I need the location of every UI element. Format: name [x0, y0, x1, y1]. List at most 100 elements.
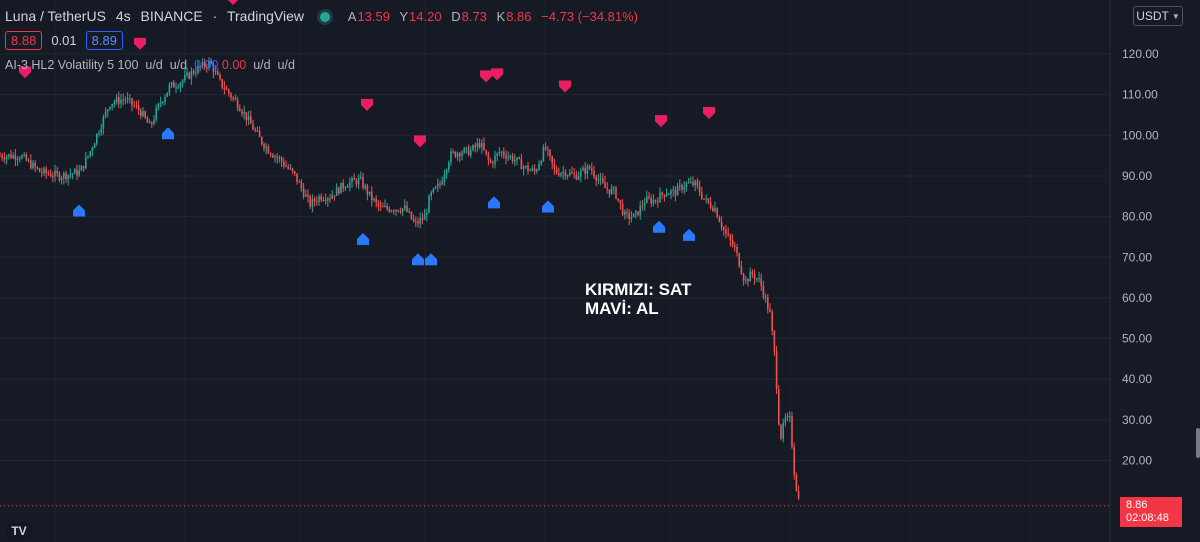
candle-body [142, 111, 144, 117]
candle-body [153, 119, 155, 124]
candle-body [509, 156, 512, 158]
candle-body [173, 82, 175, 88]
candle-body [230, 93, 232, 98]
candle-body [489, 159, 492, 163]
candle-body [8, 154, 10, 157]
candle-body [672, 189, 674, 191]
candle-body [60, 178, 63, 181]
sell-signal-marker [414, 135, 426, 148]
separator: · [212, 8, 218, 24]
candle-body [287, 166, 289, 169]
candle-body [687, 182, 690, 184]
candle-body [718, 217, 721, 222]
candle-body [432, 188, 435, 193]
buy-signal-marker [653, 220, 665, 233]
indicator-legend[interactable]: AI-3 HL2 Volatility 5 100 u/d u/d 0.00 0… [5, 58, 295, 72]
candle-body [604, 182, 606, 189]
candle-body [685, 182, 688, 187]
buy-signal-marker [73, 204, 85, 217]
candle-body [126, 98, 129, 100]
annotation-line-sell: KIRMIZI: SAT [585, 280, 692, 299]
candle-body [137, 105, 140, 111]
candle-body [595, 176, 597, 181]
candle-body [10, 154, 12, 158]
candle-body [263, 143, 265, 149]
candle-body [364, 185, 366, 188]
price-axis[interactable]: 120.00 110.00 100.00 90.00 80.00 70.00 60.00 50… [1109, 0, 1159, 542]
price-tick-label: 80.00 [1122, 210, 1152, 224]
candle-body [58, 173, 61, 181]
candle-body [584, 168, 586, 174]
market-status-icon[interactable] [319, 12, 330, 23]
candle-body [100, 128, 102, 134]
candle-body [91, 148, 94, 152]
candle-body [474, 145, 476, 148]
sell-signal-marker [361, 98, 373, 111]
buy-signal-marker [357, 232, 369, 245]
candle-body [723, 227, 725, 230]
currency-selector[interactable]: USDT ▼ [1133, 6, 1183, 26]
indicator-value-2: u/d [169, 58, 188, 72]
candle-body [410, 211, 413, 220]
buy-price-button[interactable]: 8.89 [85, 31, 123, 50]
candle-body [795, 474, 798, 492]
sell-signal-marker [655, 115, 667, 128]
candle-body [23, 154, 25, 156]
candle-body [619, 199, 622, 204]
tradingview-logo-icon[interactable]: TV [6, 522, 32, 540]
candle-body [131, 98, 133, 105]
candle-body [769, 309, 771, 312]
candle-body [518, 157, 520, 159]
scrollbar-handle[interactable] [1196, 428, 1200, 458]
candle-body [520, 158, 523, 170]
candle-body [223, 87, 226, 90]
sell-price-button[interactable]: 8.88 [5, 31, 43, 50]
candle-body [115, 97, 118, 103]
candle-body [278, 157, 281, 159]
candle-body [232, 97, 234, 99]
candle-body [404, 205, 406, 209]
candle-body [417, 221, 419, 224]
candle-body [219, 74, 221, 79]
candle-body [395, 209, 397, 212]
sell-signal-marker [559, 80, 571, 93]
candle-body [96, 133, 98, 144]
candle-body [166, 92, 168, 97]
candle-body [670, 190, 672, 195]
price-tick-label: 110.00 [1122, 88, 1158, 102]
candle-body [32, 162, 34, 169]
candle-body [298, 181, 300, 183]
candle-body [25, 154, 28, 161]
candle-body [269, 153, 272, 156]
price-tick-label: 40.00 [1122, 372, 1152, 386]
low-value: 8.73 [461, 9, 487, 24]
candle-body [641, 205, 644, 207]
candle-body [778, 389, 780, 425]
candle-body [547, 149, 549, 151]
candle-body [267, 146, 270, 154]
candle-body [184, 75, 186, 81]
price-tick-label: 30.00 [1122, 413, 1152, 427]
candle-body [791, 415, 793, 448]
candle-body [140, 110, 142, 117]
candle-body [324, 199, 327, 201]
interval-label[interactable]: 4s [115, 8, 131, 24]
candle-body [621, 203, 624, 215]
sell-signal-marker [19, 66, 31, 79]
candle-body [646, 196, 648, 204]
price-tick-label: 90.00 [1122, 169, 1152, 183]
candle-body [698, 185, 701, 193]
candle-body [782, 422, 784, 439]
candle-body [41, 172, 43, 174]
candle-body [676, 185, 679, 196]
candle-body [461, 152, 463, 157]
candle-body [740, 266, 743, 274]
candle-body [34, 162, 36, 168]
candle-body [430, 192, 432, 197]
candle-body [276, 156, 278, 158]
candle-body [463, 148, 465, 153]
candle-body [459, 153, 461, 157]
candle-body [210, 60, 212, 64]
symbol-name[interactable]: Luna / TetherUS [5, 8, 106, 24]
